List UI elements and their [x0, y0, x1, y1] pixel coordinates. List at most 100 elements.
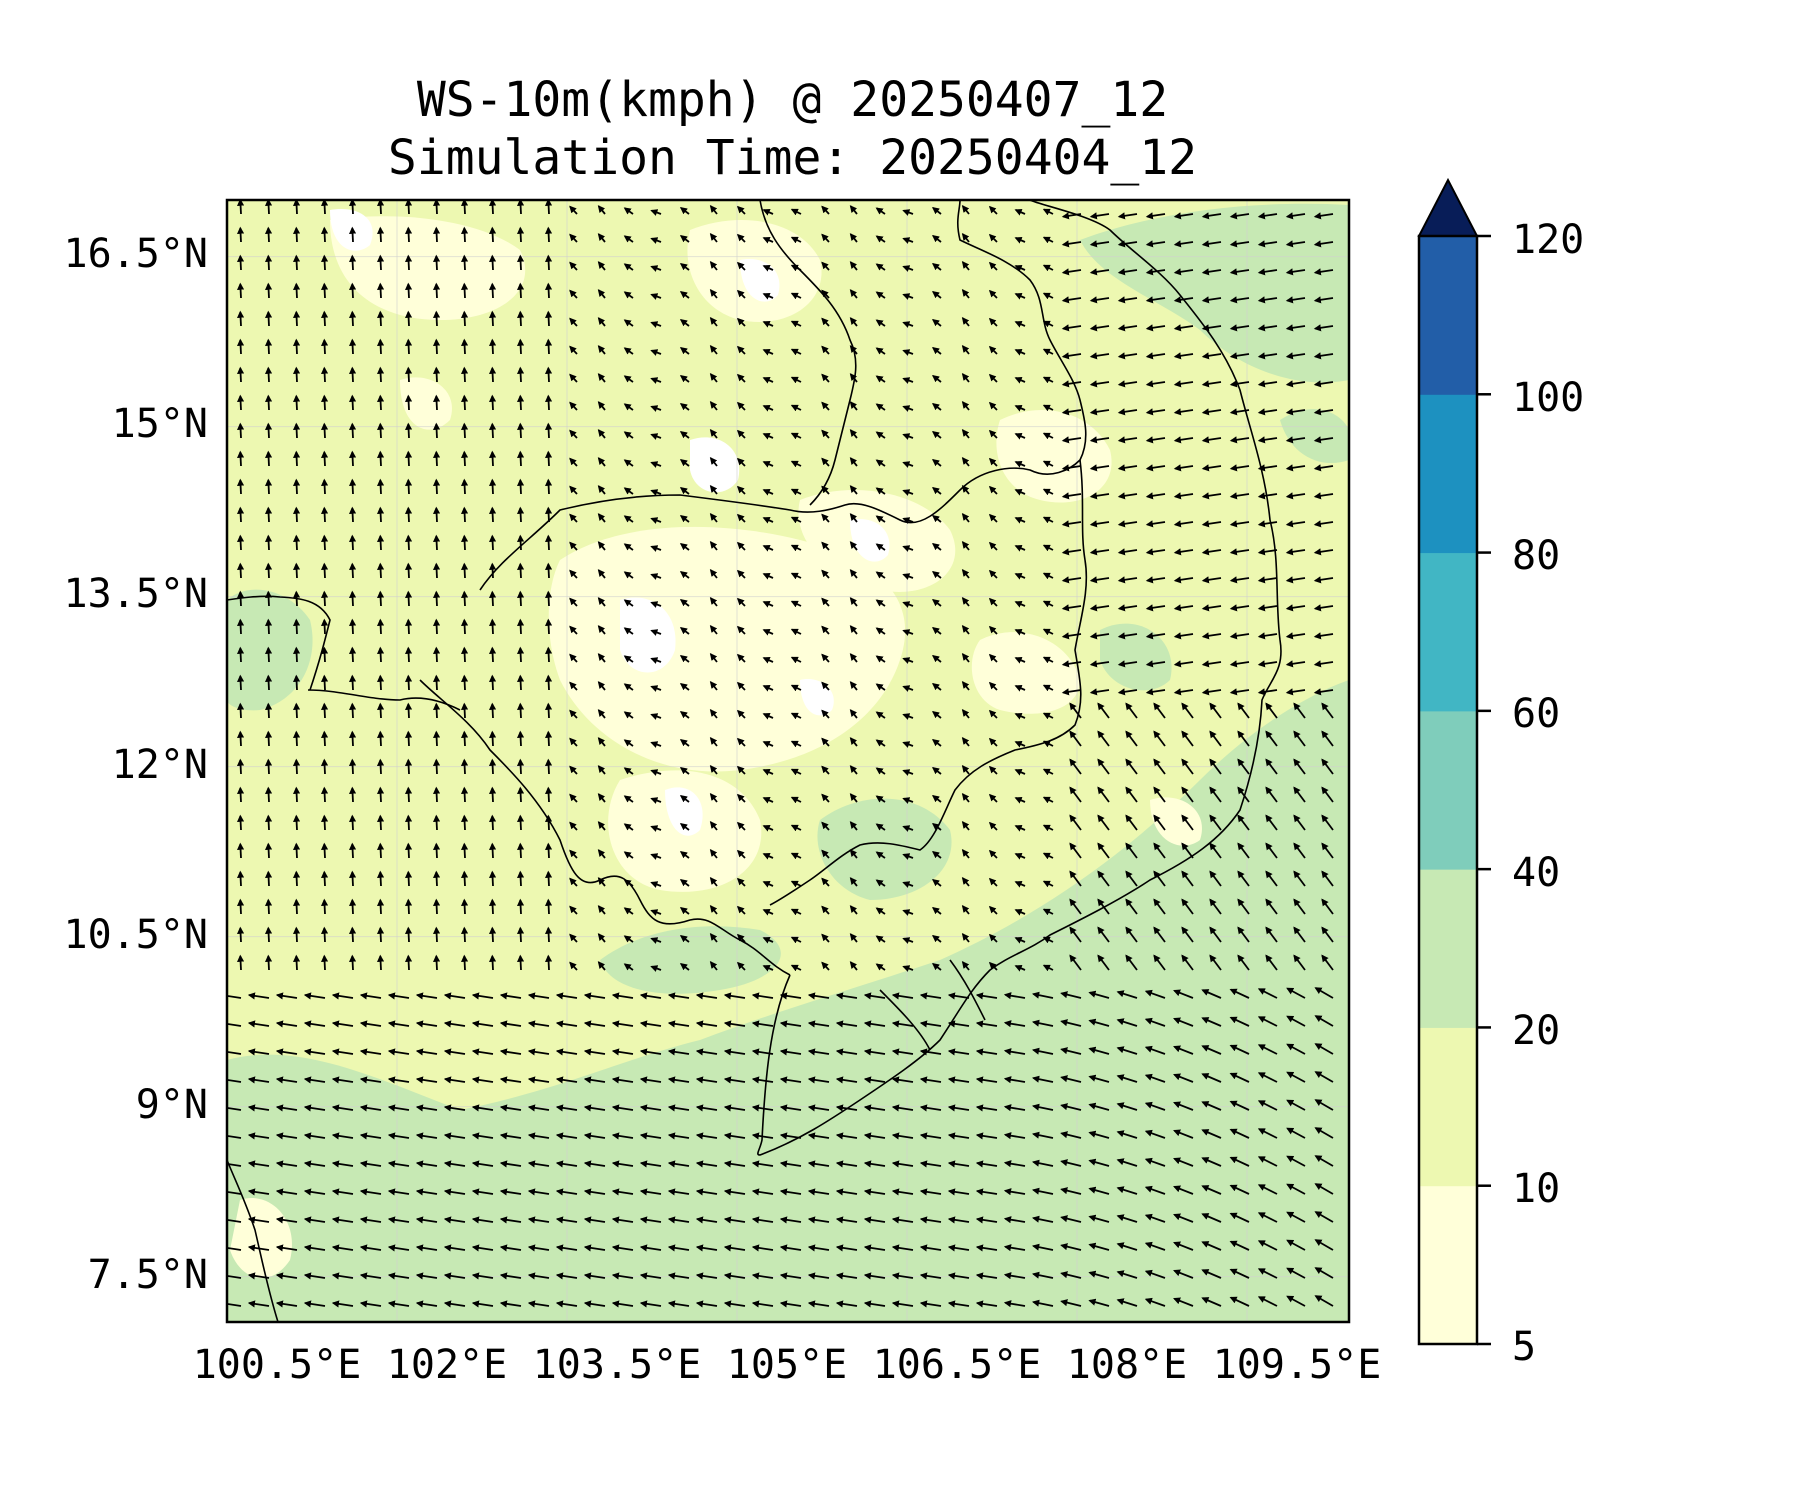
wind-arrow — [1061, 408, 1082, 416]
wind-arrow — [275, 992, 298, 1000]
wind-arrow — [1145, 464, 1166, 472]
wind-arrow — [679, 711, 690, 719]
wind-arrow — [1265, 870, 1278, 887]
wind-arrow — [516, 926, 525, 943]
wind-arrow — [762, 656, 774, 664]
coastline-cambodia-gulf — [419, 679, 791, 976]
wind-arrow — [709, 961, 718, 971]
wind-arrow — [488, 758, 497, 775]
wind-arrow — [404, 450, 413, 467]
wind-arrow — [849, 429, 858, 439]
wind-arrow — [264, 758, 273, 775]
wind-arrow — [1201, 436, 1222, 444]
wind-arrow — [236, 646, 245, 663]
wind-arrow — [961, 653, 970, 663]
wind-arrow — [348, 534, 357, 551]
border-cambodia-thailand-laos — [479, 200, 1087, 591]
wind-arrow — [709, 429, 718, 439]
wind-arrow — [1014, 880, 1026, 888]
wind-arrow — [1145, 436, 1166, 444]
wind-arrow — [650, 797, 662, 804]
wind-arrow — [348, 702, 357, 719]
wind-arrow — [709, 569, 718, 579]
wind-arrow — [1229, 380, 1250, 388]
wind-arrow — [404, 842, 413, 859]
wind-arrow — [320, 730, 329, 747]
wind-arrow — [875, 431, 886, 439]
wind-arrow — [569, 233, 578, 243]
wind-arrow — [264, 366, 273, 383]
wind-arrow — [931, 346, 942, 355]
wind-arrow — [320, 926, 329, 943]
wind-arrow — [432, 786, 441, 803]
wind-arrow — [1042, 936, 1054, 944]
wind-arrow — [236, 282, 245, 299]
wind-arrow — [488, 674, 497, 691]
wind-arrow — [709, 849, 718, 859]
wind-arrow — [849, 877, 858, 887]
wind-arrow — [1089, 380, 1110, 388]
wind-arrow — [432, 534, 441, 551]
wind-arrow — [623, 963, 634, 971]
wind-arrow — [1014, 376, 1026, 384]
wind-arrow — [961, 793, 970, 803]
wind-arrow — [679, 655, 690, 663]
wind-arrow — [1293, 702, 1306, 719]
wind-arrow — [569, 933, 578, 943]
wind-arrow — [875, 683, 886, 691]
wind-arrow — [1173, 660, 1194, 668]
wind-arrow — [650, 657, 662, 664]
wind-arrow — [902, 825, 914, 832]
wind-arrow — [931, 402, 942, 411]
wind-arrow — [821, 765, 830, 775]
wind-arrow — [264, 730, 273, 747]
wind-arrow — [569, 905, 578, 915]
wind-arrow — [544, 618, 553, 635]
wind-arrow — [1089, 408, 1110, 416]
wind-arrow — [1257, 436, 1278, 444]
wind-arrow — [569, 289, 578, 299]
wind-arrow — [762, 208, 774, 216]
wind-arrow — [988, 877, 998, 887]
coastline-mekong-delta — [879, 989, 931, 1051]
wind-arrow — [348, 282, 357, 299]
wind-arrow — [569, 597, 578, 607]
wind-arrow — [488, 200, 497, 215]
wind-arrow — [849, 485, 858, 495]
wind-arrow — [1265, 898, 1278, 915]
wind-arrow — [1265, 842, 1278, 859]
wind-arrow — [679, 515, 690, 523]
wind-arrow — [1145, 604, 1166, 612]
wind-arrow — [460, 842, 469, 859]
coastline-thailand-gulf — [307, 689, 461, 711]
wind-arrow — [1153, 954, 1166, 971]
wind-arrow — [1125, 786, 1138, 803]
wind-arrow — [320, 338, 329, 355]
wind-arrow — [544, 338, 553, 355]
wind-arrow — [988, 681, 998, 691]
wind-arrow — [1125, 758, 1138, 775]
wind-arrow — [1097, 870, 1110, 887]
wind-arrow — [849, 457, 858, 467]
wind-arrow — [1293, 786, 1306, 803]
wind-arrow — [849, 345, 858, 355]
wind-arrow — [1257, 576, 1278, 584]
wind-arrow — [849, 933, 858, 943]
wind-arrow — [1061, 604, 1082, 612]
wind-arrow — [1237, 926, 1250, 943]
wind-arrow — [821, 681, 830, 691]
wind-arrow — [1257, 380, 1278, 388]
wind-arrow — [1313, 268, 1334, 276]
wind-arrow — [623, 571, 634, 579]
wind-arrow — [902, 349, 914, 356]
wind-arrow — [1089, 212, 1110, 220]
colorbar-block — [1419, 394, 1477, 554]
map-title: WS-10m(kmph) @ 20250407_12 — [416, 72, 1169, 128]
wind-arrow — [790, 740, 802, 748]
wind-arrow — [821, 289, 830, 299]
wind-arrow — [460, 366, 469, 383]
wind-arrow — [348, 926, 357, 943]
wind-arrow — [236, 450, 245, 467]
wind-arrow — [821, 877, 830, 887]
wind-arrow — [821, 457, 830, 467]
